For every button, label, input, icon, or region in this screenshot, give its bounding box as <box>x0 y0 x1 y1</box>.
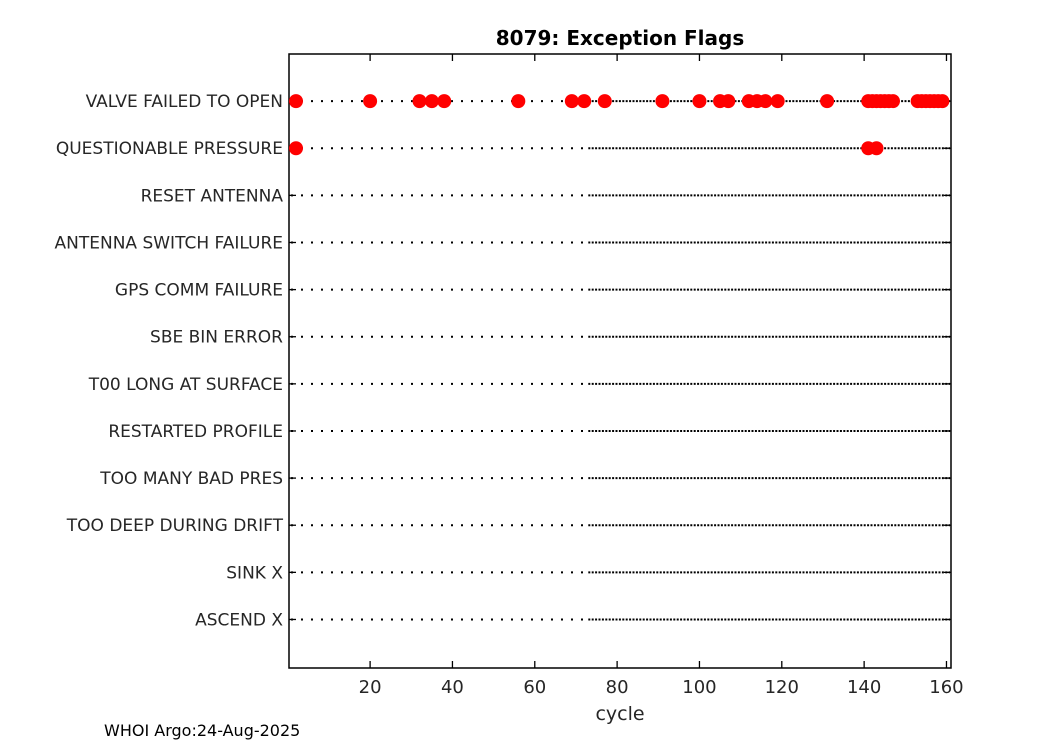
data-point <box>412 94 427 109</box>
data-point <box>721 94 736 109</box>
data-point <box>869 141 884 156</box>
data-point <box>564 94 579 109</box>
data-point <box>935 94 950 109</box>
data-point <box>437 94 452 109</box>
data-point <box>655 94 670 109</box>
y-axis-label: T00 LONG AT SURFACE <box>88 375 283 395</box>
data-point <box>692 94 707 109</box>
x-tick-label: 20 <box>359 677 382 698</box>
y-axis-label: RESET ANTENNA <box>141 186 284 206</box>
x-axis-title: cycle <box>595 703 645 725</box>
data-point <box>288 94 303 109</box>
y-axis-label: GPS COMM FAILURE <box>115 281 283 301</box>
axes-box <box>288 53 952 669</box>
y-axis-label: TOO DEEP DURING DRIFT <box>66 516 284 536</box>
data-point <box>288 141 303 156</box>
x-tick-label: 160 <box>929 677 963 698</box>
data-point <box>597 94 612 109</box>
data-point <box>424 94 439 109</box>
data-point <box>577 94 592 109</box>
data-point <box>363 94 378 109</box>
x-tick-label: 60 <box>523 677 546 698</box>
x-tick-label: 120 <box>765 677 799 698</box>
y-axis-label: QUESTIONABLE PRESSURE <box>56 139 283 159</box>
data-point <box>770 94 785 109</box>
data-point <box>511 94 526 109</box>
chart-title: 8079: Exception Flags <box>495 26 745 50</box>
y-axis-label: TOO MANY BAD PRES <box>99 469 283 489</box>
x-tick-label: 140 <box>847 677 881 698</box>
data-point <box>758 94 773 109</box>
y-axis-label: SBE BIN ERROR <box>150 328 283 348</box>
x-tick-label: 80 <box>606 677 629 698</box>
y-axis-label: RESTARTED PROFILE <box>108 422 283 442</box>
y-axis-label: SINK X <box>226 563 283 583</box>
y-axis-label: ASCEND X <box>195 610 283 630</box>
footer-caption: WHOI Argo:24-Aug-2025 <box>104 721 301 740</box>
x-tick-label: 40 <box>441 677 464 698</box>
data-point <box>820 94 835 109</box>
y-axis-label: VALVE FAILED TO OPEN <box>86 92 283 112</box>
x-tick-label: 100 <box>682 677 716 698</box>
data-point <box>885 94 900 109</box>
y-axis-label: ANTENNA SWITCH FAILURE <box>55 233 283 253</box>
